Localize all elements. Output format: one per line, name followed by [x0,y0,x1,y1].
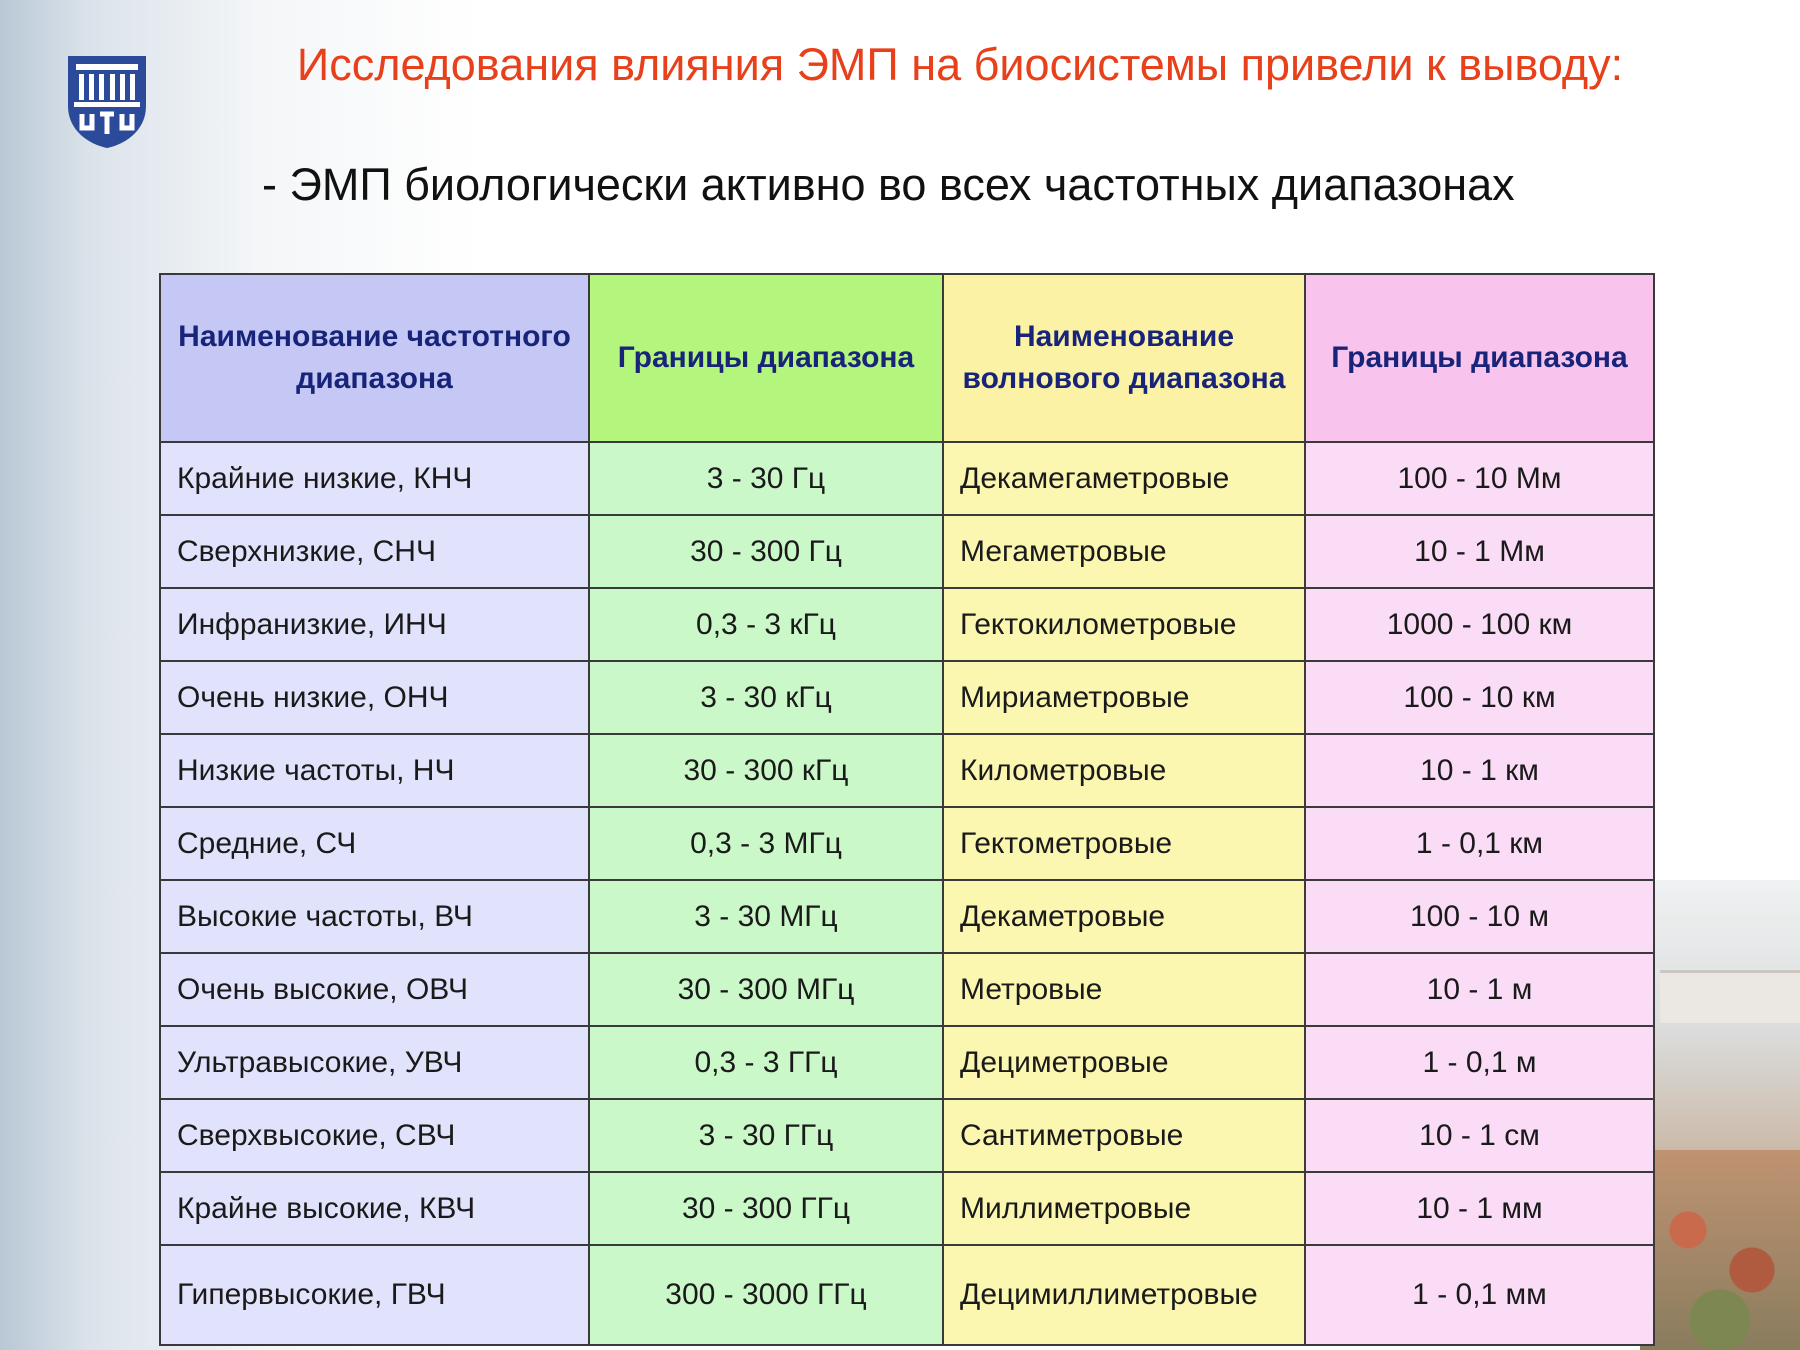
header-wave-bounds: Границы диапазона [1304,273,1655,443]
cell-frequency-name: Сверхнизкие, СНЧ [159,514,590,589]
cell-frequency-name: Гипервысокие, ГВЧ [159,1244,590,1346]
cell-frequency-bounds: 30 - 300 ГГц [588,1171,944,1246]
table-row: Сверхнизкие, СНЧ 30 - 300 Гц Мегаметровы… [159,514,1655,589]
cell-frequency-name: Инфранизкие, ИНЧ [159,587,590,662]
table-row: Сверхвысокие, СВЧ 3 - 30 ГГц Сантиметров… [159,1098,1655,1173]
cell-wave-name: Дециметровые [942,1025,1306,1100]
cell-frequency-name: Очень высокие, ОВЧ [159,952,590,1027]
cell-wave-name: Мириаметровые [942,660,1306,735]
table-row: Низкие частоты, НЧ 30 - 300 кГц Километр… [159,733,1655,808]
autumn-foliage [1640,1150,1800,1350]
cell-wave-bounds: 100 - 10 Мм [1304,441,1655,516]
cell-frequency-bounds: 0,3 - 3 кГц [588,587,944,662]
header-frequency-range-name: Наименование частотного диапазона [159,273,590,443]
slide-subtitle: - ЭМП биологически активно во всех часто… [262,159,1515,210]
cell-frequency-name: Ультравысокие, УВЧ [159,1025,590,1100]
cell-frequency-bounds: 30 - 300 Гц [588,514,944,589]
cell-wave-name: Декаметровые [942,879,1306,954]
cell-wave-name: Децимиллиметровые [942,1244,1306,1346]
cell-wave-bounds: 10 - 1 мм [1304,1171,1655,1246]
cell-frequency-bounds: 3 - 30 МГц [588,879,944,954]
cell-wave-name: Мегаметровые [942,514,1306,589]
cell-frequency-name: Очень низкие, ОНЧ [159,660,590,735]
cell-wave-bounds: 1000 - 100 км [1304,587,1655,662]
table-row: Ультравысокие, УВЧ 0,3 - 3 ГГц Дециметро… [159,1025,1655,1100]
table-row: Крайне высокие, КВЧ 30 - 300 ГГц Миллиме… [159,1171,1655,1246]
cell-wave-name: Гектокилометровые [942,587,1306,662]
table-row: Очень высокие, ОВЧ 30 - 300 МГц Метровые… [159,952,1655,1027]
cell-frequency-name: Крайне высокие, КВЧ [159,1171,590,1246]
cell-wave-name: Сантиметровые [942,1098,1306,1173]
header-wave-range-name: Наименование волнового диапазона [942,273,1306,443]
cell-frequency-bounds: 300 - 3000 ГГц [588,1244,944,1346]
table-row: Очень низкие, ОНЧ 3 - 30 кГц Мириаметров… [159,660,1655,735]
table-row: Высокие частоты, ВЧ 3 - 30 МГц Декаметро… [159,879,1655,954]
cell-frequency-bounds: 3 - 30 ГГц [588,1098,944,1173]
cell-frequency-bounds: 30 - 300 кГц [588,733,944,808]
university-building-emblem-icon [68,56,146,148]
cell-wave-bounds: 1 - 0,1 м [1304,1025,1655,1100]
frequency-ranges-table: Наименование частотного диапазона Границ… [159,273,1655,1346]
building-roof [1660,970,1800,1023]
cell-frequency-name: Крайние низкие, КНЧ [159,441,590,516]
table-row: Средние, СЧ 0,3 - 3 МГц Гектометровые 1 … [159,806,1655,881]
cell-frequency-bounds: 0,3 - 3 МГц [588,806,944,881]
cell-frequency-bounds: 3 - 30 Гц [588,441,944,516]
table-row: Гипервысокие, ГВЧ 300 - 3000 ГГц Децимил… [159,1244,1655,1346]
cell-frequency-name: Высокие частоты, ВЧ [159,879,590,954]
cell-wave-name: Миллиметровые [942,1171,1306,1246]
cell-wave-bounds: 10 - 1 Мм [1304,514,1655,589]
header-frequency-bounds: Границы диапазона [588,273,944,443]
cell-frequency-bounds: 0,3 - 3 ГГц [588,1025,944,1100]
cell-wave-bounds: 10 - 1 м [1304,952,1655,1027]
cell-wave-bounds: 1 - 0,1 км [1304,806,1655,881]
table-row: Инфранизкие, ИНЧ 0,3 - 3 кГц Гектокиломе… [159,587,1655,662]
cell-frequency-bounds: 3 - 30 кГц [588,660,944,735]
cell-wave-bounds: 100 - 10 км [1304,660,1655,735]
background-building-photo [1640,880,1800,1350]
cell-frequency-name: Сверхвысокие, СВЧ [159,1098,590,1173]
cell-wave-bounds: 1 - 0,1 мм [1304,1244,1655,1346]
cell-wave-bounds: 10 - 1 км [1304,733,1655,808]
cell-frequency-name: Средние, СЧ [159,806,590,881]
cell-wave-name: Гектометровые [942,806,1306,881]
cell-frequency-bounds: 30 - 300 МГц [588,952,944,1027]
cell-wave-bounds: 10 - 1 см [1304,1098,1655,1173]
cell-wave-name: Метровые [942,952,1306,1027]
table-row: Крайние низкие, КНЧ 3 - 30 Гц Декамегаме… [159,441,1655,516]
slide-title: Исследования влияния ЭМП на биосистемы п… [296,39,1624,90]
cell-wave-name: Километровые [942,733,1306,808]
table-header-row: Наименование частотного диапазона Границ… [159,273,1655,443]
cell-wave-bounds: 100 - 10 м [1304,879,1655,954]
cell-wave-name: Декамегаметровые [942,441,1306,516]
cell-frequency-name: Низкие частоты, НЧ [159,733,590,808]
